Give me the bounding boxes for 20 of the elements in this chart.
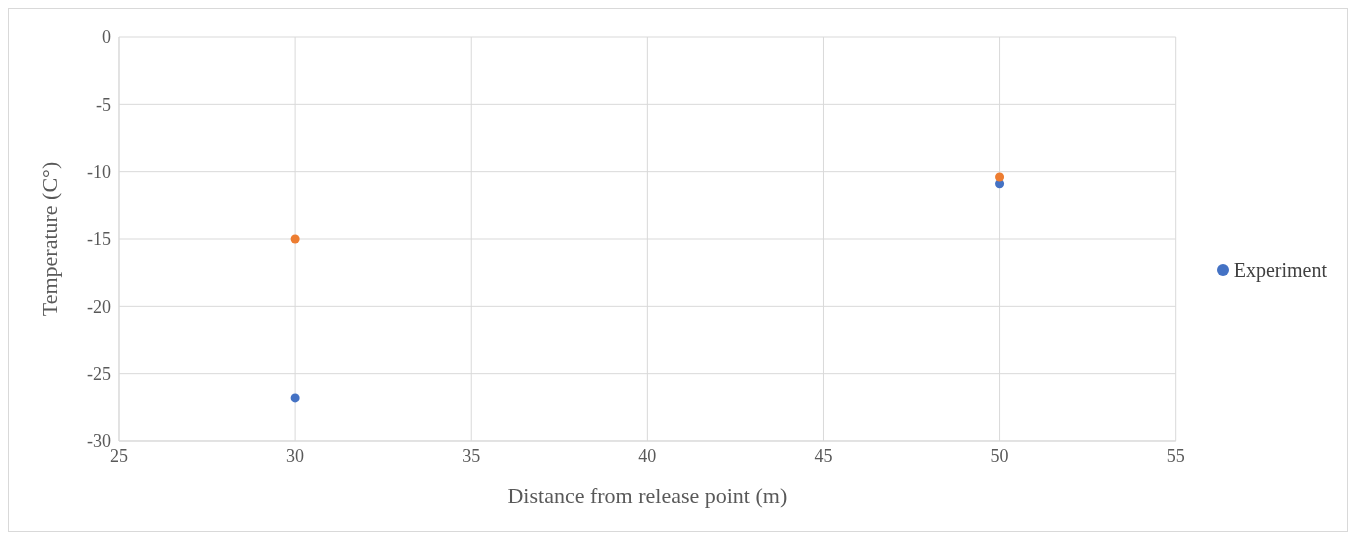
y-tick-label: -20 [87,296,111,317]
x-axis-title: Distance from release point (m) [507,483,788,508]
y-tick-label: 0 [102,27,111,48]
legend-label: Experiment [1233,258,1327,282]
x-tick-label: 30 [286,445,305,466]
x-tick-label: 50 [990,445,1009,466]
y-axis-title: Temperature (C°) [36,161,62,317]
y-tick-label: -25 [87,364,111,385]
y-tick-label: -30 [87,431,111,452]
point [290,393,300,403]
x-tick-label: 35 [462,445,481,466]
x-tick-label: 40 [638,445,657,466]
x-tick-label: 45 [814,445,833,466]
y-tick-label: -10 [87,162,111,183]
point [290,234,300,244]
y-tick-label: -15 [87,229,111,250]
point [995,172,1005,182]
x-tick-label: 55 [1166,445,1185,466]
y-tick-label: -5 [96,94,111,115]
x-tick-label: 25 [110,445,128,466]
